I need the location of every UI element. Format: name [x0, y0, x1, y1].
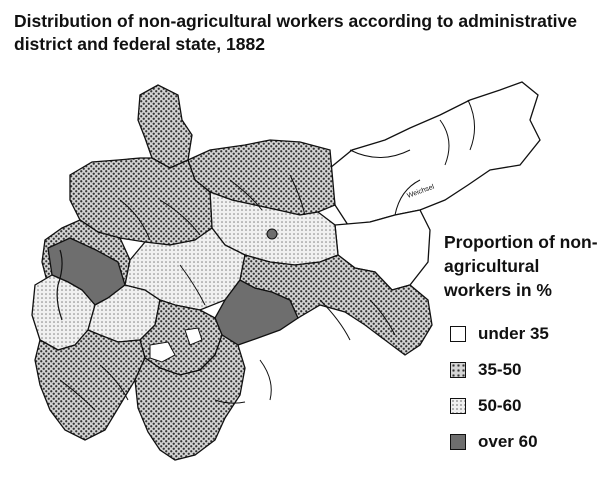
- legend-item-under-35: under 35: [450, 316, 549, 352]
- swatch-dark-grey: [450, 434, 466, 450]
- legend-label: 35-50: [478, 360, 522, 379]
- legend-item-35-50: 35-50: [450, 352, 549, 388]
- swatch-white: [450, 326, 466, 342]
- berlin-marker: [266, 228, 278, 240]
- white-enclave: [149, 341, 176, 363]
- legend-item-over-60: over 60: [450, 424, 549, 460]
- river: [56, 249, 63, 321]
- southwest-region: [34, 329, 146, 441]
- map-title: Distribution of non-agricultural workers…: [14, 11, 577, 54]
- legend-label: under 35: [478, 324, 549, 343]
- legend-item-50-60: 50-60: [450, 388, 549, 424]
- swatch-dense-dots: [450, 362, 466, 378]
- river: [214, 399, 246, 404]
- white-enclave: [184, 327, 203, 346]
- schleswig-holstein-region: [137, 84, 193, 169]
- east-prussia-region: [329, 81, 541, 226]
- legend-label: 50-60: [478, 396, 522, 415]
- legend: under 35 35-50 50-60 over 60: [450, 316, 549, 460]
- silesia-region: [239, 254, 433, 356]
- swatch-light-dots: [450, 398, 466, 414]
- legend-title: Proportion of non-agricultural workers i…: [444, 232, 598, 300]
- bavaria-south-region: [134, 334, 246, 461]
- legend-label: over 60: [478, 432, 538, 451]
